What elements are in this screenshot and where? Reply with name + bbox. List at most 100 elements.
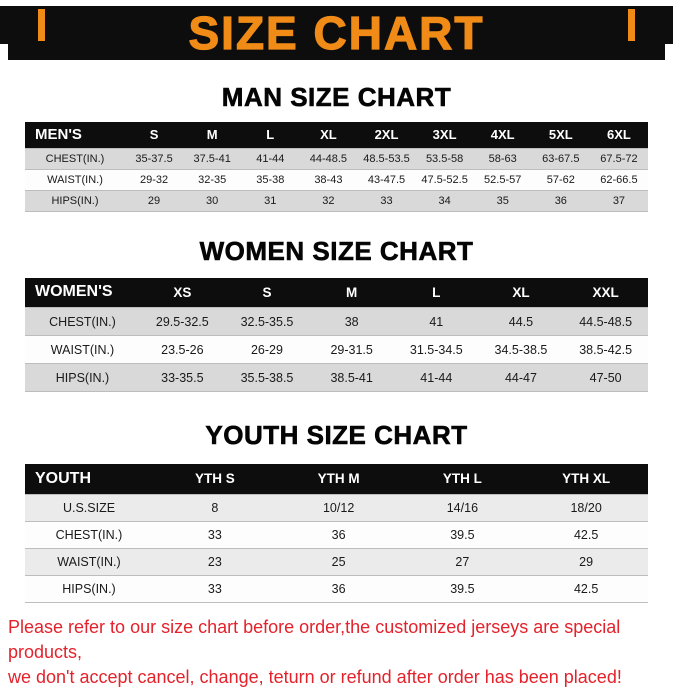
size-header-cell: L bbox=[393, 277, 479, 308]
corner-decoration-right bbox=[635, 6, 673, 44]
value-cell: 36 bbox=[276, 574, 401, 603]
value-cell: 62-66.5 bbox=[589, 168, 648, 191]
value-cell: 38 bbox=[309, 307, 394, 336]
value-cell: 29 bbox=[524, 547, 648, 576]
row-label-cell: WAIST(IN.) bbox=[25, 547, 153, 576]
value-cell: 33 bbox=[153, 520, 277, 549]
table-header-row: MEN'S S M L XL 2XL 3XL 4XL 5XL 6XL bbox=[25, 122, 648, 148]
value-cell: 26-29 bbox=[224, 335, 310, 364]
value-cell: 10/12 bbox=[276, 493, 401, 522]
value-cell: 38-43 bbox=[299, 168, 358, 191]
table-row: WAIST(IN.) 23 25 27 29 bbox=[25, 547, 648, 576]
size-header-cell: M bbox=[309, 277, 394, 308]
value-cell: 44-47 bbox=[478, 363, 564, 392]
table-title-cell: MEN'S bbox=[25, 122, 125, 148]
value-cell: 35-37.5 bbox=[125, 147, 184, 170]
table-row: CHEST(IN.) 33 36 39.5 42.5 bbox=[25, 520, 648, 549]
size-header-cell: XS bbox=[140, 277, 225, 308]
value-cell: 37 bbox=[589, 189, 648, 212]
value-cell: 29.5-32.5 bbox=[140, 307, 225, 336]
table-title-cell: YOUTH bbox=[25, 464, 153, 494]
size-chart-page: SIZE CHART MAN SIZE CHART MEN'S S M L XL 2XL 3… bbox=[0, 6, 673, 690]
women-size-table: WOMEN'S XS S M L XL XXL CHEST(IN.) 29.5-32.5 32.5… bbox=[25, 277, 648, 392]
women-size-chart-section: WOMEN SIZE CHART WOMEN'S XS S M L XL XXL CHEST(… bbox=[0, 235, 673, 392]
row-label-cell: WAIST(IN.) bbox=[25, 335, 140, 364]
value-cell: 27 bbox=[400, 547, 525, 576]
table-row: WAIST(IN.) 23.5-26 26-29 29-31.5 31.5-34.5 34… bbox=[25, 335, 648, 364]
value-cell: 30 bbox=[183, 189, 242, 212]
value-cell: 48.5-53.5 bbox=[357, 147, 416, 170]
value-cell: 35.5-38.5 bbox=[224, 363, 310, 392]
value-cell: 23 bbox=[153, 547, 277, 576]
value-cell: 67.5-72 bbox=[589, 147, 648, 170]
table-row: HIPS(IN.) 33-35.5 35.5-38.5 38.5-41 41-44 44-… bbox=[25, 363, 648, 392]
value-cell: 44.5-48.5 bbox=[563, 307, 648, 336]
table-row: U.S.SIZE 8 10/12 14/16 18/20 bbox=[25, 493, 648, 522]
value-cell: 39.5 bbox=[400, 574, 525, 603]
size-header-cell: S bbox=[224, 277, 310, 308]
value-cell: 29-32 bbox=[125, 168, 184, 191]
size-header-cell: YTH M bbox=[276, 464, 401, 494]
value-cell: 36 bbox=[276, 520, 401, 549]
value-cell: 44-48.5 bbox=[299, 147, 358, 170]
order-notice: Please refer to our size chart before or… bbox=[0, 615, 673, 690]
value-cell: 42.5 bbox=[524, 574, 648, 603]
value-cell: 36 bbox=[531, 189, 590, 212]
value-cell: 32 bbox=[299, 189, 358, 212]
notice-line-2: we don't accept cancel, change, teturn o… bbox=[8, 666, 622, 687]
youth-size-table: YOUTH YTH S YTH M YTH L YTH XL U.S.SIZE 8 10/12… bbox=[25, 464, 648, 603]
value-cell: 58-63 bbox=[473, 147, 532, 170]
value-cell: 32.5-35.5 bbox=[224, 307, 310, 336]
value-cell: 41-44 bbox=[393, 363, 479, 392]
value-cell: 32-35 bbox=[183, 168, 242, 191]
value-cell: 29-31.5 bbox=[309, 335, 394, 364]
corner-decoration-left bbox=[0, 6, 38, 44]
value-cell: 8 bbox=[153, 493, 277, 522]
youth-size-chart-heading: YOUTH SIZE CHART bbox=[205, 420, 468, 451]
women-size-chart-heading: WOMEN SIZE CHART bbox=[199, 235, 474, 266]
table-row: HIPS(IN.) 33 36 39.5 42.5 bbox=[25, 574, 648, 603]
row-label-cell: U.S.SIZE bbox=[25, 493, 153, 522]
value-cell: 38.5-42.5 bbox=[563, 335, 648, 364]
size-header-cell: 3XL bbox=[415, 122, 474, 148]
value-cell: 57-62 bbox=[531, 168, 590, 191]
size-header-cell: 6XL bbox=[589, 122, 648, 148]
value-cell: 53.5-58 bbox=[415, 147, 474, 170]
size-header-cell: 5XL bbox=[531, 122, 590, 148]
value-cell: 33 bbox=[153, 574, 277, 603]
value-cell: 31.5-34.5 bbox=[393, 335, 479, 364]
table-row: HIPS(IN.) 29 30 31 32 33 34 35 36 37 bbox=[25, 189, 648, 212]
value-cell: 39.5 bbox=[400, 520, 525, 549]
value-cell: 31 bbox=[241, 189, 300, 212]
value-cell: 37.5-41 bbox=[183, 147, 242, 170]
man-size-chart-heading: MAN SIZE CHART bbox=[221, 82, 452, 113]
row-label-cell: HIPS(IN.) bbox=[25, 363, 140, 392]
size-header-cell: 2XL bbox=[357, 122, 416, 148]
value-cell: 47-50 bbox=[563, 363, 648, 392]
size-header-cell: XL bbox=[299, 122, 358, 148]
size-header-cell: XL bbox=[478, 277, 564, 308]
size-header-cell: M bbox=[183, 122, 242, 148]
table-row: CHEST(IN.) 35-37.5 37.5-41 41-44 44-48.5 48.5… bbox=[25, 147, 648, 170]
man-size-chart-section: MAN SIZE CHART MEN'S S M L XL 2XL 3XL 4XL 5XL 6XL… bbox=[0, 82, 673, 212]
row-label-cell: CHEST(IN.) bbox=[25, 307, 140, 336]
value-cell: 33-35.5 bbox=[140, 363, 225, 392]
table-row: CHEST(IN.) 29.5-32.5 32.5-35.5 38 41 44.5 44.5… bbox=[25, 307, 648, 336]
size-header-cell: S bbox=[125, 122, 184, 148]
value-cell: 44.5 bbox=[478, 307, 564, 336]
value-cell: 41-44 bbox=[241, 147, 300, 170]
row-label-cell: HIPS(IN.) bbox=[25, 574, 153, 603]
value-cell: 14/16 bbox=[400, 493, 525, 522]
size-header-cell: 4XL bbox=[473, 122, 532, 148]
page-title: SIZE CHART bbox=[188, 7, 485, 59]
value-cell: 41 bbox=[393, 307, 479, 336]
table-header-row: YOUTH YTH S YTH M YTH L YTH XL bbox=[25, 464, 648, 494]
man-size-table: MEN'S S M L XL 2XL 3XL 4XL 5XL 6XL CHEST(IN.) 35-37… bbox=[25, 122, 648, 212]
notice-line-1: Please refer to our size chart before or… bbox=[8, 616, 621, 662]
value-cell: 52.5-57 bbox=[473, 168, 532, 191]
row-label-cell: HIPS(IN.) bbox=[25, 189, 125, 212]
value-cell: 23.5-26 bbox=[140, 335, 225, 364]
value-cell: 38.5-41 bbox=[309, 363, 394, 392]
table-header-row: WOMEN'S XS S M L XL XXL bbox=[25, 277, 648, 308]
youth-size-chart-section: YOUTH SIZE CHART YOUTH YTH S YTH M YTH L YTH… bbox=[0, 420, 673, 603]
